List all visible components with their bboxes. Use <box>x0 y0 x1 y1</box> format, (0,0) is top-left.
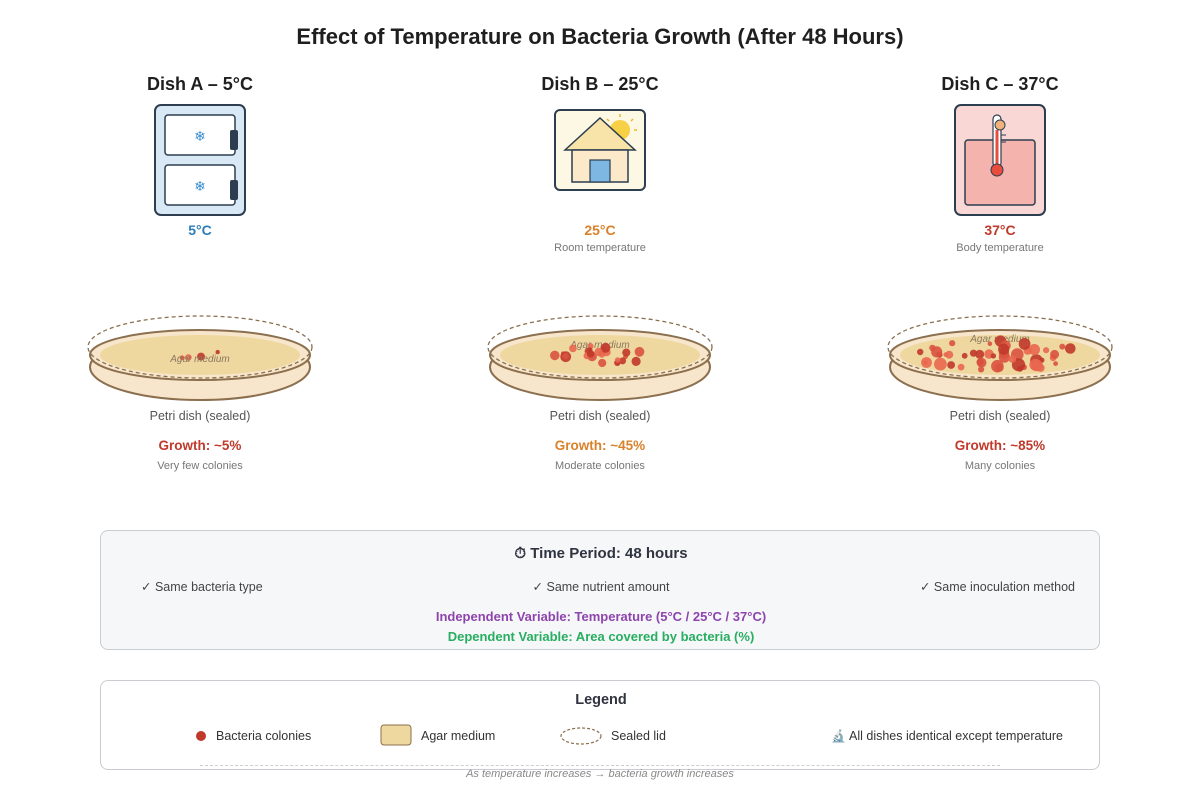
bacteria-colony-swatch <box>196 731 206 741</box>
petri-dish-c: Agar medium <box>887 315 1113 401</box>
bacteria-colony <box>987 341 993 346</box>
bacteria-colony <box>957 363 965 371</box>
dish-c-title: Dish C – 37°C <box>941 74 1059 94</box>
bacteria-colony <box>949 340 956 347</box>
bacteria-colony <box>562 352 569 360</box>
legend-agar-medium: Agar medium <box>421 729 496 743</box>
footer-divider <box>200 765 1000 766</box>
dish-c-caption: Petri dish (sealed) <box>949 409 1051 423</box>
bacteria-colony <box>945 350 954 359</box>
bacteria-colony <box>197 352 205 361</box>
bacteria-colony <box>1028 344 1040 356</box>
svg-text:❄: ❄ <box>194 179 206 195</box>
bacteria-colony <box>998 343 1010 355</box>
bacteria-colony <box>1031 359 1043 372</box>
footer-note: As temperature increases → bacteria grow… <box>466 768 734 780</box>
legend-title: Legend <box>575 692 627 708</box>
bacteria-colony <box>1059 343 1066 350</box>
house-sun-icon <box>554 109 646 191</box>
sealed-lid <box>87 315 313 379</box>
agar-medium-swatch <box>380 724 412 746</box>
dish-c-temp: 37°C <box>984 222 1016 238</box>
bacteria-colony <box>976 357 987 368</box>
bacteria-colony <box>634 346 645 357</box>
bacteria-colony <box>961 352 968 359</box>
bacteria-colony <box>917 348 924 356</box>
bacteria-colony <box>1050 349 1060 359</box>
bacteria-colony <box>1065 343 1076 354</box>
experiment-conditions-panel: ⏱ Time Period: 48 hours ✓ Same bacteria … <box>100 530 1100 650</box>
independent-variable: Independent Variable: Temperature (5°C /… <box>435 609 767 624</box>
incubator-thermometer-icon <box>954 104 1046 216</box>
petri-dish-b: Agar medium <box>487 315 713 401</box>
bacteria-colony <box>600 342 611 353</box>
dish-b-temp: 25°C <box>584 222 616 238</box>
control-inoculation-method: ✓ Same inoculation method <box>919 580 1075 594</box>
dish-c-growth: Growth: ~85% <box>954 438 1046 453</box>
dish-a-temp: 5°C <box>188 222 212 238</box>
dish-b-growth: Growth: ~45% <box>554 438 646 453</box>
dish-c-temp-note: Body temperature <box>956 242 1044 254</box>
refrigerator-icon: ❄ ❄ <box>154 104 246 216</box>
bacteria-colony <box>1043 347 1050 354</box>
bacteria-colony <box>631 356 641 366</box>
agar-label: Agar medium <box>169 354 229 365</box>
dish-c-colonies-note: Many colonies <box>964 460 1036 472</box>
bacteria-colony <box>978 366 985 373</box>
bacteria-colony <box>622 348 631 357</box>
bacteria-colony <box>947 361 955 369</box>
dish-b-temp-note: Room temperature <box>554 242 646 254</box>
page-title: Effect of Temperature on Bacteria Growth… <box>296 24 904 49</box>
control-bacteria-type: ✓ Same bacteria type <box>141 580 263 594</box>
bacteria-colony <box>1008 355 1017 363</box>
bacteria-colony <box>943 352 948 357</box>
bacteria-colony <box>550 350 560 361</box>
legend-bacteria-colonies: Bacteria colonies <box>216 729 312 743</box>
bacteria-colony <box>215 349 220 355</box>
bacteria-colony <box>185 354 192 361</box>
bacteria-colony <box>586 350 595 358</box>
sealed-lid <box>887 315 1113 379</box>
svg-text:❄: ❄ <box>194 129 206 145</box>
bacteria-colony <box>934 357 947 371</box>
bacteria-colony <box>614 357 621 363</box>
bacteria-colony <box>1053 361 1058 366</box>
bacteria-colony <box>587 343 594 350</box>
dish-a-title: Dish A – 5°C <box>147 74 253 94</box>
bacteria-colony <box>619 357 627 365</box>
bacteria-colony <box>598 358 607 368</box>
bacteria-colony <box>1018 338 1031 350</box>
bacteria-colony <box>594 347 603 357</box>
bacteria-colony <box>179 355 185 360</box>
dish-b-title: Dish B – 25°C <box>541 74 659 94</box>
control-nutrient-amount: ✓ Same nutrient amount <box>532 580 670 594</box>
sealed-lid <box>487 315 713 379</box>
microscope-icon: 🔬 <box>831 729 846 743</box>
dish-a-caption: Petri dish (sealed) <box>149 409 251 423</box>
time-period-title: ⏱ Time Period: 48 hours <box>514 545 688 562</box>
legend-identical-note: All dishes identical except temperature <box>849 729 1064 743</box>
sealed-lid-swatch <box>560 727 602 745</box>
petri-dish-a: Agar medium <box>87 315 313 401</box>
bacteria-colony <box>569 344 577 353</box>
dish-a-growth: Growth: ~5% <box>158 438 242 453</box>
dependent-variable: Dependent Variable: Area covered by bact… <box>447 629 755 644</box>
bacteria-colony <box>991 359 1004 373</box>
legend-panel: Legend Bacteria colonies Agar medium Sea… <box>100 680 1100 770</box>
agar-label: Agar medium <box>569 340 629 351</box>
dish-b-colonies-note: Moderate colonies <box>555 460 645 472</box>
bacteria-colony <box>1017 365 1023 372</box>
bacteria-colony <box>975 349 985 359</box>
bacteria-colony <box>931 346 943 358</box>
bacteria-colony <box>923 360 928 365</box>
bacteria-colony <box>990 353 997 359</box>
dish-a-colonies-note: Very few colonies <box>157 460 243 472</box>
dish-b-caption: Petri dish (sealed) <box>549 409 651 423</box>
legend-sealed-lid: Sealed lid <box>611 729 666 743</box>
